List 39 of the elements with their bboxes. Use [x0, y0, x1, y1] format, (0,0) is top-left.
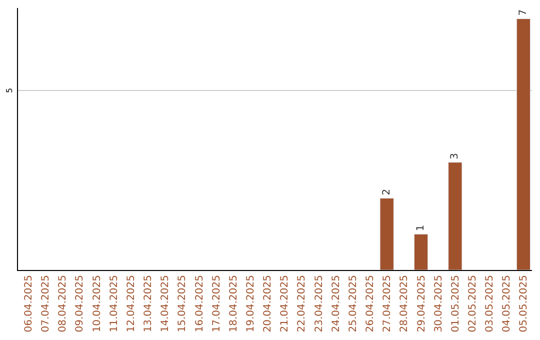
x-tick-label: 26.04.2025	[365, 275, 376, 332]
x-tick-label: 27.04.2025	[382, 275, 394, 332]
x-tick-label: 17.04.2025	[211, 275, 222, 332]
x-tick-label: 19.04.2025	[245, 275, 256, 332]
x-tick-label: 07.04.2025	[40, 275, 52, 332]
x-tick-label: 15.04.2025	[177, 275, 188, 332]
x-tick-label: 06.04.2025	[24, 275, 34, 332]
ref-line-label: 5	[4, 88, 14, 94]
x-tick-label: 05.05.2025	[518, 275, 530, 332]
data-label: 1	[416, 224, 426, 232]
x-tick-label: 18.04.2025	[228, 275, 240, 332]
bar	[414, 234, 428, 270]
x-tick-label: 21.04.2025	[280, 275, 291, 332]
x-tick-label: 23.04.2025	[314, 275, 325, 332]
x-tick-label: 03.05.2025	[484, 275, 496, 332]
x-tick-label: 04.05.2025	[502, 275, 513, 332]
data-label: 7	[518, 9, 529, 16]
data-label: 2	[381, 188, 392, 196]
x-tick-label: 29.04.2025	[416, 275, 428, 332]
x-tick-label: 24.04.2025	[330, 275, 342, 332]
x-tick-label: 30.04.2025	[433, 275, 444, 332]
x-tick-label: 13.04.2025	[143, 275, 154, 332]
data-label: 3	[450, 152, 461, 160]
x-tick-label: 25.04.2025	[348, 275, 359, 332]
x-tick-label: 09.04.2025	[74, 275, 86, 332]
bar	[516, 18, 531, 270]
x-tick-label: 28.04.2025	[399, 275, 410, 332]
x-tick-label: 08.04.2025	[58, 275, 69, 332]
x-tick-label: 14.04.2025	[160, 275, 172, 332]
x-tick-label: 10.04.2025	[92, 275, 103, 332]
bar	[380, 198, 394, 270]
x-tick-label: 22.04.2025	[296, 275, 308, 332]
x-tick-label: 11.04.2025	[108, 275, 120, 332]
x-tick-label: 20.04.2025	[262, 275, 274, 332]
x-tick-label: 16.04.2025	[194, 275, 206, 332]
x-tick-label: 01.05.2025	[450, 275, 462, 332]
bar	[448, 162, 462, 270]
x-tick-label: 12.04.2025	[126, 275, 137, 332]
x-tick-label: 02.05.2025	[467, 275, 478, 332]
